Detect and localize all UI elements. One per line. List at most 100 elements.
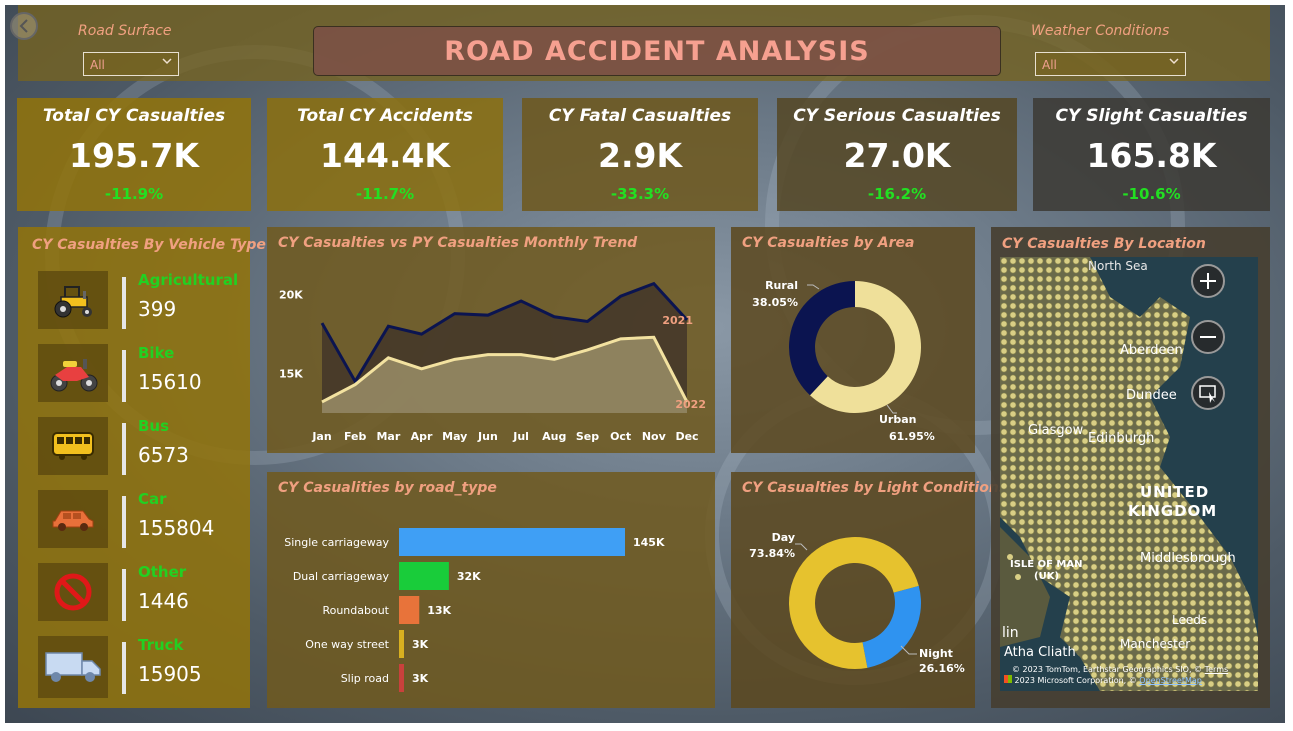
vehicle-name: Car	[138, 490, 167, 508]
vehicle-name: Agricultural	[138, 271, 239, 289]
zoom-in-button[interactable]	[1191, 264, 1225, 298]
header-bar: Road Surface All ROAD ACCIDENT ANALYSIS …	[18, 5, 1270, 81]
divider	[122, 569, 126, 621]
x-tick-label: Jul	[512, 430, 529, 443]
vehicle-value: 399	[138, 297, 177, 321]
y-tick-label: 15K	[279, 368, 303, 381]
divider	[122, 277, 126, 329]
page-title: ROAD ACCIDENT ANALYSIS	[444, 35, 870, 67]
bar-value-label: 3K	[412, 672, 429, 685]
bar-2	[399, 596, 420, 624]
divider	[122, 423, 126, 475]
road-surface-dropdown[interactable]: All	[83, 52, 179, 76]
zoom-out-button[interactable]	[1191, 320, 1225, 354]
area-slice-rural	[789, 281, 855, 396]
light-donut-chart[interactable]: Day 73.84% Night 26.16%	[731, 472, 975, 708]
weather-label: Weather Conditions	[1031, 23, 1170, 39]
kpi-total-casualties: Total CY Casualties 195.7K -11.9%	[17, 98, 251, 211]
x-tick-label: Dec	[675, 430, 698, 443]
bar-1	[399, 562, 449, 590]
vehicle-row-car: Car 155804	[38, 490, 248, 550]
map-label: Middlesbrough	[1140, 551, 1236, 566]
map-label: lin	[1002, 625, 1019, 641]
arrow-left-icon	[19, 19, 28, 33]
map-label: Glasgow	[1028, 423, 1084, 438]
vehicle-row-other: Other 1446	[38, 563, 248, 623]
light-slice-day	[789, 537, 919, 669]
car-icon	[38, 490, 108, 548]
map-label: Leeds	[1172, 613, 1208, 627]
leader-line	[900, 645, 917, 655]
leader-line	[795, 543, 808, 551]
series-area-2022	[322, 337, 687, 413]
kpi-change: -16.2%	[867, 185, 927, 203]
location-map[interactable]: North Sea Aberdeen Dundee Glasgow Edinbu…	[1000, 257, 1258, 691]
terms-link[interactable]: Terms	[1204, 665, 1229, 674]
road-surface-value: All	[90, 58, 105, 72]
slice-value: 61.95%	[889, 430, 935, 443]
kpi-value: 144.4K	[320, 136, 450, 175]
select-area-button[interactable]	[1191, 376, 1225, 410]
bar-value-label: 3K	[412, 638, 429, 651]
panel-title: CY Casualties By Vehicle Type	[32, 237, 266, 253]
no-entry-icon	[38, 563, 108, 621]
divider	[122, 642, 126, 694]
map-attribution: 2023 Microsoft Corporation, © OpenStreet…	[1004, 675, 1202, 685]
kpi-title: Total CY Accidents	[297, 106, 473, 126]
map-label: North Sea	[1088, 259, 1148, 273]
vehicle-row-agricultural: Agricultural 399	[38, 271, 248, 331]
bus-icon	[38, 417, 108, 475]
divider	[122, 350, 126, 402]
vehicle-name: Bus	[138, 417, 170, 435]
series-line-2022	[321, 335, 689, 404]
bar-3	[399, 630, 404, 658]
x-tick-label: Aug	[542, 430, 566, 443]
vehicle-value: 15610	[138, 370, 202, 394]
kpi-title: CY Serious Casualties	[793, 106, 1001, 126]
light-slice-night	[862, 585, 921, 668]
light-panel: CY Casualties by Light Conditions Day 73.…	[731, 472, 1007, 708]
back-button[interactable]	[10, 12, 38, 40]
slice-value: 26.16%	[919, 662, 965, 675]
location-panel: CY Casualties By Location North Sea Aber…	[991, 227, 1270, 708]
weather-dropdown[interactable]: All	[1035, 52, 1186, 76]
area-panel: CY Casualties by Area Rural 38.05% Urban 61…	[731, 227, 975, 453]
map-label: Dundee	[1126, 388, 1177, 403]
monthly-trend-panel: CY Casualties vs PY Casualties Monthly T…	[267, 227, 715, 453]
vehicle-type-panel: CY Casualties By Vehicle Type Agricultur…	[18, 227, 266, 708]
dashboard-canvas: Road Surface All ROAD ACCIDENT ANALYSIS …	[5, 5, 1285, 723]
map-label: Aberdeen	[1120, 343, 1183, 358]
title-banner: ROAD ACCIDENT ANALYSIS	[313, 26, 1001, 76]
kpi-change: -11.9%	[104, 185, 164, 203]
kpi-title: CY Slight Casualties	[1055, 106, 1248, 126]
kpi-change: -10.6%	[1122, 185, 1181, 203]
x-tick-label: Jun	[477, 430, 498, 443]
kpi-value: 165.8K	[1086, 136, 1217, 175]
map-label: UNITED	[1140, 483, 1210, 501]
chevron-down-icon	[1169, 58, 1179, 65]
slice-label: Night	[919, 647, 953, 660]
x-tick-label: Feb	[344, 430, 367, 443]
bar-category-label: One way street	[305, 638, 389, 651]
kpi-value: 2.9K	[597, 136, 683, 175]
map-attribution: © 2023 TomTom, Earthstar Geographics SIO…	[1012, 665, 1228, 674]
slice-label: Rural	[765, 279, 798, 292]
leader-line	[807, 284, 820, 290]
road-surface-label: Road Surface	[78, 23, 172, 39]
series-label-2021: 2021	[662, 314, 693, 327]
x-tick-label: May	[442, 430, 467, 443]
bar-category-label: Single carriageway	[284, 536, 389, 549]
bar-category-label: Dual carriageway	[293, 570, 390, 583]
road-type-bar-chart[interactable]: Single carriageway 145K Dual carriageway 32…	[267, 472, 715, 708]
weather-value: All	[1042, 58, 1057, 72]
area-donut-chart[interactable]: Rural 38.05% Urban 61.95%	[731, 227, 975, 453]
osm-link[interactable]: OpenStreetMap	[1139, 676, 1202, 685]
tractor-icon	[38, 271, 108, 329]
area-slice-urban	[809, 281, 921, 413]
vehicle-value: 15905	[138, 662, 202, 686]
monthly-trend-chart[interactable]: 15K 20K Jan Feb Mar Apr May Jun Jul Aug Sep Oct Nov D…	[267, 227, 715, 453]
map-label: (UK)	[1034, 571, 1060, 582]
panel-title: CY Casualities by road_type	[278, 480, 497, 496]
slice-value: 38.05%	[752, 296, 798, 309]
bar-value-label: 145K	[633, 536, 665, 549]
